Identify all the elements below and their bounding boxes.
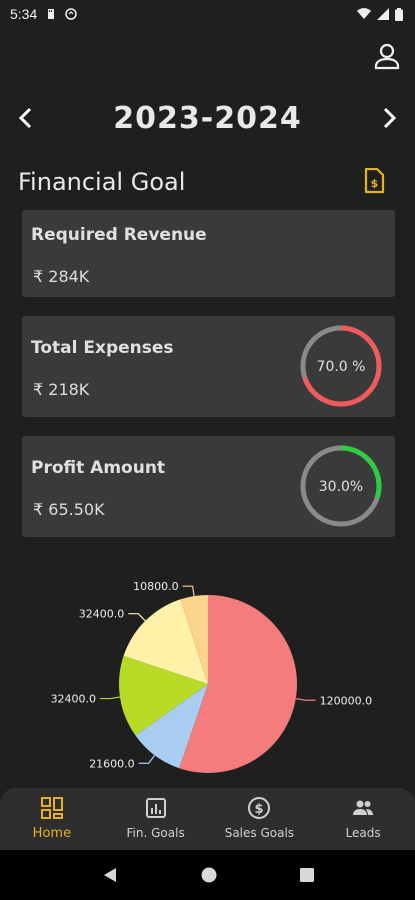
pie-slice xyxy=(119,655,208,736)
card-label: Profit Amount xyxy=(31,458,166,478)
bottom-navigation: Home Fin. Goals $ Sales Goals Leads xyxy=(0,788,415,850)
card-label: Total Expenses xyxy=(31,338,174,358)
pie-slice xyxy=(123,599,208,684)
nav-label: Leads xyxy=(345,826,381,840)
total-expenses-card[interactable]: Total Expenses ₹ 218K 70.0 % xyxy=(22,316,395,417)
pie-leader-line xyxy=(295,698,316,701)
required-revenue-card[interactable]: Required Revenue ₹ 284K xyxy=(22,210,395,297)
pie-slice-label: 21600.0 xyxy=(89,757,135,770)
dashboard-icon xyxy=(40,797,63,819)
recents-icon[interactable] xyxy=(299,867,315,883)
nav-sales-goals[interactable]: $ Sales Goals xyxy=(208,788,312,850)
pie-leader-line xyxy=(128,613,146,622)
signal-icon xyxy=(377,8,389,20)
card-value: ₹ 65.50K xyxy=(33,500,105,519)
people-icon xyxy=(353,800,374,815)
back-icon[interactable] xyxy=(101,866,119,884)
wifi-icon xyxy=(357,8,371,19)
sd-card-icon xyxy=(48,9,55,19)
card-label: Required Revenue xyxy=(31,225,207,245)
pie-slice-label: 32400.0 xyxy=(79,608,125,621)
profit-percent: 30.0% xyxy=(319,479,363,495)
nav-home[interactable]: Home xyxy=(0,788,104,850)
year-title: 2023-2024 xyxy=(113,100,302,136)
system-navigation-bar xyxy=(0,850,415,900)
section-title: Financial Goal xyxy=(18,168,186,196)
nav-label: Home xyxy=(32,826,72,841)
pie-leader-line xyxy=(138,754,156,764)
nav-label: Fin. Goals xyxy=(126,826,185,840)
bar-chart-icon xyxy=(145,798,166,818)
status-bar: 5:34 xyxy=(0,0,415,28)
dollar-circle-icon: $ xyxy=(248,797,271,819)
status-time: 5:34 xyxy=(10,6,38,22)
report-document-icon[interactable]: $ xyxy=(363,168,385,194)
pie-slice-label: 120000.0 xyxy=(320,694,373,707)
pie-slice-label: 10800.0 xyxy=(133,580,179,593)
home-circle-icon[interactable] xyxy=(200,866,218,884)
profit-progress-ring: 30.0% xyxy=(300,445,382,527)
nav-leads[interactable]: Leads xyxy=(311,788,415,850)
card-value: ₹ 218K xyxy=(33,380,90,399)
expenses-progress-ring: 70.0 % xyxy=(300,325,382,407)
svg-text:$: $ xyxy=(255,802,264,817)
expenses-percent: 70.0 % xyxy=(317,359,366,375)
nav-fin-goals[interactable]: Fin. Goals xyxy=(104,788,208,850)
expense-pie-chart: 120000.0 21600.0 32400.0 32400.0 10800.0 xyxy=(51,580,373,773)
pie-slice xyxy=(135,684,208,769)
battery-icon xyxy=(395,7,403,21)
year-selector: 2023-2024 xyxy=(0,92,415,144)
pie-slice xyxy=(179,595,297,773)
sync-icon xyxy=(65,8,77,20)
previous-year-button[interactable] xyxy=(12,104,40,132)
pie-slice xyxy=(180,595,208,684)
next-year-button[interactable] xyxy=(375,104,403,132)
svg-text:$: $ xyxy=(371,177,379,190)
profit-amount-card[interactable]: Profit Amount ₹ 65.50K 30.0% xyxy=(22,436,395,537)
pie-leader-line xyxy=(182,585,195,597)
nav-label: Sales Goals xyxy=(224,826,295,840)
profile-icon[interactable] xyxy=(373,42,401,70)
pie-leader-line xyxy=(100,696,121,700)
pie-slice-label: 32400.0 xyxy=(51,693,97,706)
card-value: ₹ 284K xyxy=(33,267,90,286)
